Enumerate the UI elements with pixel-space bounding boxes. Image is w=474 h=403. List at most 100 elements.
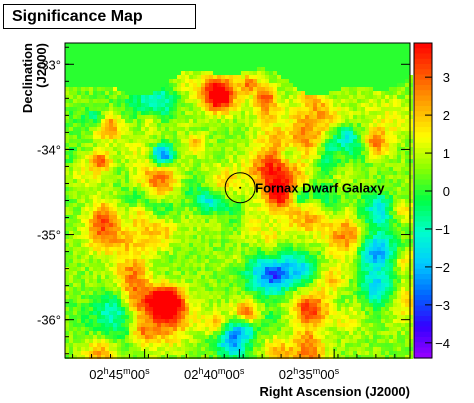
heatmap-cell — [365, 111, 369, 115]
heatmap-cell — [269, 179, 273, 183]
heatmap-cell — [245, 299, 249, 303]
heatmap-cell — [257, 199, 261, 203]
heatmap-cell — [209, 143, 213, 147]
heatmap-cell — [137, 107, 141, 111]
heatmap-cell — [89, 263, 93, 267]
heatmap-cell — [73, 299, 77, 303]
heatmap-cell — [113, 235, 117, 239]
heatmap-cell — [377, 295, 381, 299]
heatmap-cell — [357, 227, 361, 231]
heatmap-cell — [405, 275, 409, 279]
heatmap-cell — [233, 119, 237, 123]
heatmap-cell — [193, 75, 197, 79]
heatmap-cell — [405, 79, 409, 83]
heatmap-cell — [213, 227, 217, 231]
heatmap-cell — [97, 215, 101, 219]
heatmap-cell — [305, 135, 309, 139]
heatmap-cell — [129, 219, 133, 223]
heatmap-cell — [381, 147, 385, 151]
heatmap-cell — [149, 119, 153, 123]
heatmap-cell — [85, 267, 89, 271]
heatmap-cell — [393, 259, 397, 263]
heatmap-cell — [405, 303, 409, 307]
heatmap-cell — [237, 287, 241, 291]
heatmap-cell — [189, 307, 193, 311]
heatmap-cell — [385, 231, 389, 235]
heatmap-cell — [221, 167, 225, 171]
heatmap-cell — [197, 243, 201, 247]
heatmap-cell — [129, 223, 133, 227]
heatmap-cell — [321, 247, 325, 251]
heatmap-cell — [245, 271, 249, 275]
heatmap-cell — [401, 239, 405, 243]
heatmap-cell — [201, 183, 205, 187]
heatmap-cell — [161, 223, 165, 227]
heatmap-cell — [237, 151, 241, 155]
heatmap-cell — [209, 251, 213, 255]
heatmap-cell — [177, 163, 181, 167]
heatmap-cell — [205, 147, 209, 151]
heatmap-cell — [77, 311, 81, 315]
heatmap-cell — [129, 287, 133, 291]
heatmap-cell — [357, 199, 361, 203]
heatmap-cell — [117, 115, 121, 119]
heatmap-cell — [369, 251, 373, 255]
heatmap-cell — [329, 251, 333, 255]
heatmap-cell — [201, 203, 205, 207]
heatmap-cell — [149, 251, 153, 255]
heatmap-cell — [165, 311, 169, 315]
heatmap-cell — [173, 307, 177, 311]
heatmap-cell — [409, 111, 413, 115]
heatmap-cell — [173, 311, 177, 315]
heatmap-cell — [169, 311, 173, 315]
heatmap-cell — [101, 219, 105, 223]
heatmap-cell — [193, 259, 197, 263]
heatmap-cell — [393, 203, 397, 207]
heatmap-cell — [329, 299, 333, 303]
heatmap-cell — [405, 107, 409, 111]
heatmap-cell — [117, 95, 121, 99]
heatmap-cell — [377, 131, 381, 135]
heatmap-cell — [325, 191, 329, 195]
heatmap-cell — [357, 179, 361, 183]
heatmap-cell — [113, 135, 117, 139]
heatmap-cell — [409, 99, 413, 103]
heatmap-cell — [341, 255, 345, 259]
heatmap-cell — [313, 175, 317, 179]
heatmap-cell — [65, 91, 69, 95]
heatmap-cell — [225, 199, 229, 203]
heatmap-cell — [333, 123, 337, 127]
heatmap-cell — [277, 255, 281, 259]
heatmap-cell — [385, 99, 389, 103]
heatmap-cell — [309, 183, 313, 187]
heatmap-cell — [193, 139, 197, 143]
heatmap-cell — [97, 283, 101, 287]
heatmap-cell — [165, 87, 169, 91]
heatmap-cell — [345, 211, 349, 215]
heatmap-cell — [233, 259, 237, 263]
heatmap-cell — [173, 279, 177, 283]
heatmap-cell — [321, 231, 325, 235]
heatmap-cell — [381, 295, 385, 299]
heatmap-cell — [77, 187, 81, 191]
heatmap-cell — [321, 307, 325, 311]
heatmap-cell — [185, 271, 189, 275]
heatmap-cell — [305, 287, 309, 291]
heatmap-cell — [277, 283, 281, 287]
heatmap-cell — [117, 267, 121, 271]
heatmap-cell — [401, 247, 405, 251]
heatmap-cell — [69, 127, 73, 131]
heatmap-cell — [81, 111, 85, 115]
heatmap-cell — [301, 143, 305, 147]
heatmap-cell — [221, 191, 225, 195]
heatmap-cell — [165, 219, 169, 223]
heatmap-cell — [129, 111, 133, 115]
heatmap-cell — [401, 287, 405, 291]
heatmap-cell — [117, 151, 121, 155]
heatmap-cell — [353, 207, 357, 211]
heatmap-cell — [369, 171, 373, 175]
heatmap-cell — [73, 287, 77, 291]
heatmap-cell — [221, 255, 225, 259]
heatmap-cell — [397, 95, 401, 99]
heatmap-cell — [409, 219, 413, 223]
